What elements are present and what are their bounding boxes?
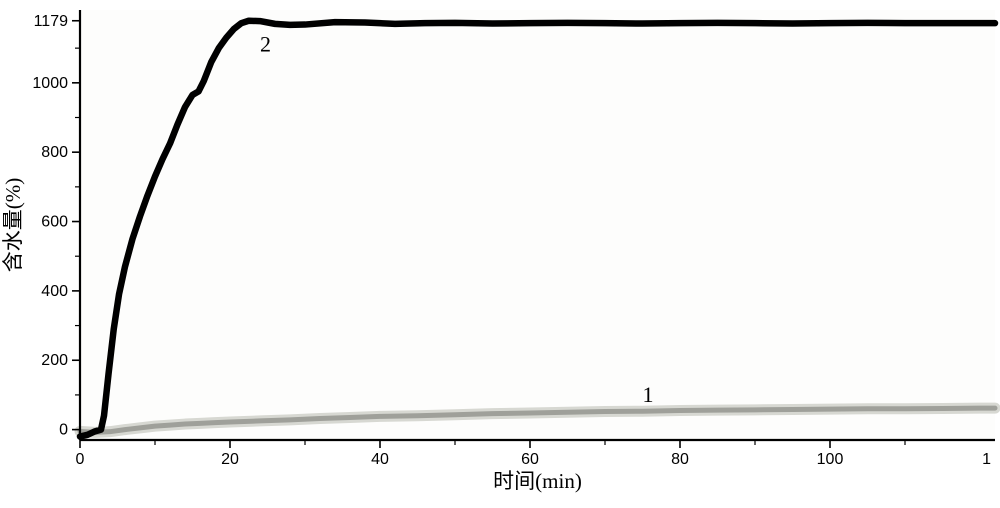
series-2-label: 2 bbox=[260, 32, 271, 57]
y-tick-label: 600 bbox=[41, 214, 68, 231]
x-tick-label: 20 bbox=[221, 451, 239, 468]
x-tick-label: 40 bbox=[371, 451, 389, 468]
x-tick-label: 0 bbox=[76, 451, 85, 468]
y-axis-title: 含水量(%) bbox=[1, 178, 25, 272]
x-tick-label: 80 bbox=[671, 451, 689, 468]
x-tick-label: 100 bbox=[817, 451, 844, 468]
x-tick-label-edge: 1 bbox=[982, 451, 991, 468]
x-axis-title: 时间(min) bbox=[493, 469, 582, 493]
y-tick-label: 0 bbox=[59, 422, 68, 439]
water-content-chart: 120204060801001020040060080010001179时间(m… bbox=[0, 0, 1000, 508]
plot-tint bbox=[80, 10, 995, 440]
y-tick-label-top: 1179 bbox=[34, 13, 69, 30]
series-1-label: 1 bbox=[643, 382, 654, 407]
y-tick-label: 400 bbox=[41, 283, 68, 300]
x-tick-label: 60 bbox=[521, 451, 539, 468]
y-tick-label: 200 bbox=[41, 352, 68, 369]
y-tick-label: 800 bbox=[41, 144, 68, 161]
y-tick-label: 1000 bbox=[32, 75, 68, 92]
